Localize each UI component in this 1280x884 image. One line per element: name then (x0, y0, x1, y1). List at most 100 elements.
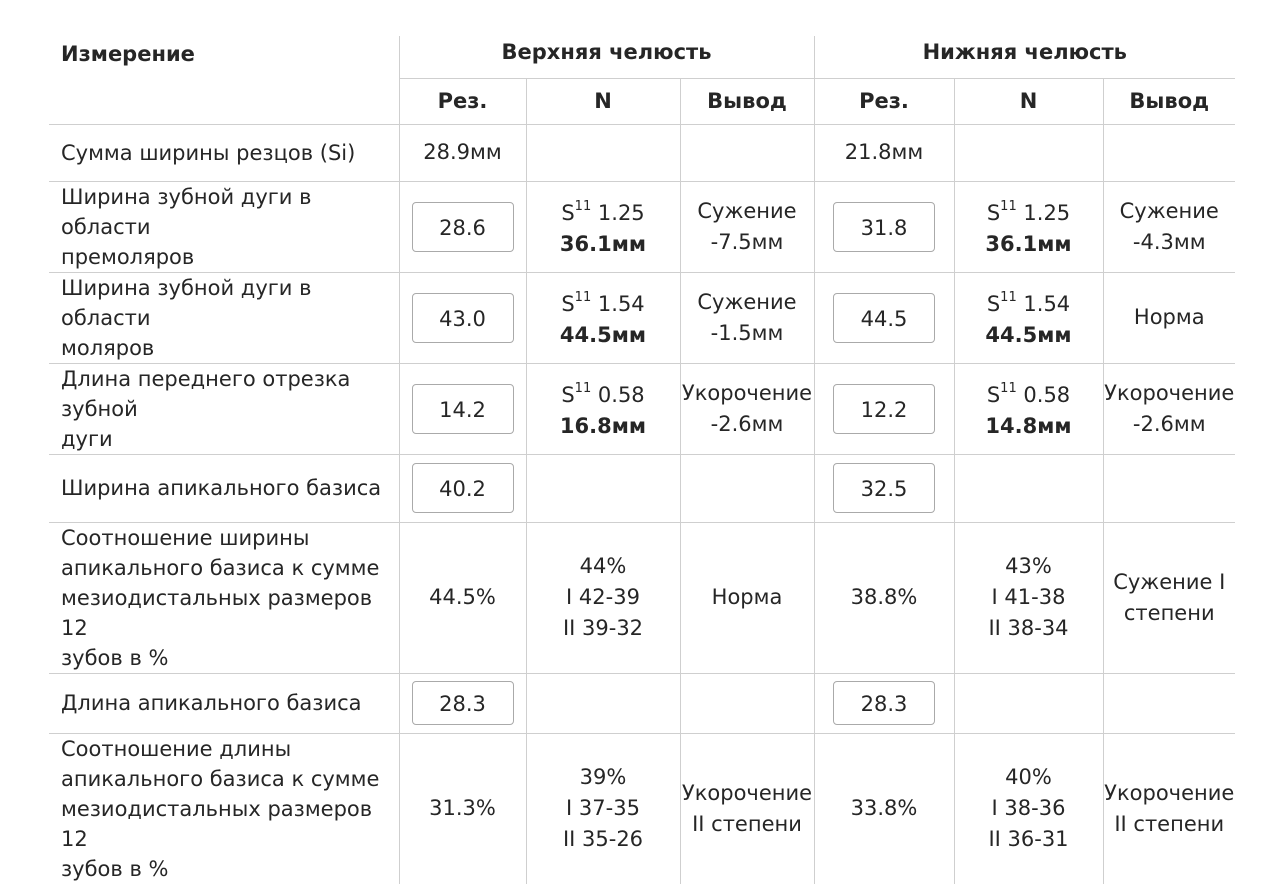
table-row: Соотношение длины апикального базиса к с… (49, 732, 1235, 884)
upper-conclusion: Укорочение II степени (679, 732, 814, 884)
table-row: Длина апикального базиса 28.3 28.3 (49, 672, 1235, 733)
table-row: Длина переднего отрезка зубной дуги 14.2… (49, 362, 1235, 454)
lower-n-value: S11 1.25 36.1мм (953, 180, 1103, 272)
lower-res-cell: 32.5 (813, 453, 954, 522)
lower-n-value: 43% I 41-38 II 38-34 (953, 521, 1103, 673)
upper-res-cell: 43.0 (398, 271, 526, 363)
header-row-columns: Рез. N Вывод Рез. N Вывод (49, 78, 1235, 124)
n-formula: S11 1.25 (561, 199, 645, 225)
lower-n-value (953, 672, 1103, 733)
lower-conclusion: Норма (1102, 271, 1235, 363)
row-label-line: Ширина зубной дуги в области (61, 184, 312, 239)
lower-conclusion (1102, 672, 1235, 733)
upper-res-cell: 28.6 (398, 180, 526, 272)
n-formula: S11 1.54 (986, 290, 1071, 316)
lower-res-value: 21.8мм (813, 123, 954, 181)
lower-conclusion (1102, 453, 1235, 522)
upper-n-value: S11 1.54 44.5мм (525, 271, 680, 363)
n-formula: S11 1.54 (561, 290, 645, 316)
upper-res-cell: 14.2 (398, 362, 526, 454)
upper-n-header: N (525, 78, 680, 124)
upper-conclusion: Норма (679, 521, 814, 673)
n-norm-value: 14.8мм (985, 414, 1072, 438)
n-norm-value: 16.8мм (559, 414, 647, 438)
n-formula: S11 1.25 (986, 199, 1071, 225)
upper-n-value (525, 453, 680, 522)
lower-n-value: 40% I 38-36 II 36-31 (953, 732, 1103, 884)
lower-conclusion: Укорочение II степени (1102, 732, 1235, 884)
lower-res-field[interactable]: 44.5 (833, 292, 935, 343)
row-label: Соотношение длины апикального базиса к с… (49, 732, 399, 884)
upper-conclusion: Укорочение -2.6мм (679, 362, 814, 454)
n-norm-value: 36.1мм (559, 232, 647, 256)
header-row-groups: Измерение Верхняя челюсть Нижняя челюсть (49, 36, 1235, 79)
table-row: Сумма ширины резцов (Si) 28.9мм 21.8мм (49, 123, 1235, 181)
lower-n-value: S11 0.58 14.8мм (953, 362, 1103, 454)
upper-n-value (525, 123, 680, 181)
lower-conclusion-header: Вывод (1102, 78, 1235, 124)
row-label: Ширина зубной дуги в области моляров (49, 271, 399, 363)
upper-res-field[interactable]: 40.2 (411, 463, 514, 513)
n-norm-value: 44.5мм (985, 323, 1072, 347)
row-label: Сумма ширины резцов (Si) (49, 123, 399, 181)
upper-res-cell: 40.2 (398, 453, 526, 522)
upper-n-value: S11 1.25 36.1мм (525, 180, 680, 272)
lower-res-value: 33.8% (813, 732, 954, 884)
lower-res-cell: 12.2 (813, 362, 954, 454)
upper-res-value: 28.9мм (398, 123, 526, 181)
row-label: Соотношение ширины апикального базиса к … (49, 521, 399, 673)
upper-res-header: Рез. (398, 78, 526, 124)
lower-n-value: S11 1.54 44.5мм (953, 271, 1103, 363)
upper-conclusion-header: Вывод (679, 78, 814, 124)
measurement-table-container: Измерение Верхняя челюсть Нижняя челюсть… (49, 36, 1235, 884)
lower-n-value (953, 453, 1103, 522)
upper-n-value (525, 672, 680, 733)
upper-n-value: 39% I 37-35 II 35-26 (525, 732, 680, 884)
lower-conclusion (1102, 123, 1235, 181)
lower-res-cell: 31.8 (813, 180, 954, 272)
lower-n-header: N (953, 78, 1103, 124)
row-label: Длина переднего отрезка зубной дуги (49, 362, 399, 454)
upper-res-cell: 28.3 (398, 672, 526, 733)
lower-res-field[interactable]: 32.5 (833, 463, 935, 513)
upper-conclusion (679, 672, 814, 733)
n-norm-value: 36.1мм (985, 232, 1072, 256)
row-label: Ширина апикального базиса (49, 453, 399, 522)
n-formula: S11 0.58 (986, 381, 1071, 407)
upper-res-field[interactable]: 28.6 (411, 201, 514, 252)
lower-res-value: 38.8% (813, 521, 954, 673)
lower-res-field[interactable]: 31.8 (833, 201, 935, 252)
lower-conclusion: Укорочение -2.6мм (1102, 362, 1235, 454)
lower-conclusion: Сужение I степени (1102, 521, 1235, 673)
upper-n-value: 44% I 42-39 II 39-32 (525, 521, 680, 673)
upper-conclusion (679, 123, 814, 181)
lower-conclusion: Сужение -4.3мм (1102, 180, 1235, 272)
upper-res-field[interactable]: 28.3 (411, 681, 514, 725)
row-label-line: премоляров (61, 244, 195, 269)
lower-res-header: Рез. (813, 78, 954, 124)
row-label: Ширина зубной дуги в области премоляров (49, 180, 399, 272)
table-row: Соотношение ширины апикального базиса к … (49, 521, 1235, 673)
table-row: Ширина зубной дуги в области моляров 43.… (49, 271, 1235, 363)
n-norm-value: 44.5мм (559, 323, 647, 347)
upper-res-value: 44.5% (398, 521, 526, 673)
lower-res-cell: 28.3 (813, 672, 954, 733)
upper-n-value: S11 0.58 16.8мм (525, 362, 680, 454)
lower-res-field[interactable]: 28.3 (833, 681, 935, 725)
measurement-table: Измерение Верхняя челюсть Нижняя челюсть… (49, 36, 1235, 884)
measure-header: Измерение (61, 42, 195, 66)
lower-res-field[interactable]: 12.2 (833, 383, 935, 434)
table-row: Ширина апикального базиса 40.2 32.5 (49, 453, 1235, 522)
upper-res-value: 31.3% (398, 732, 526, 884)
upper-res-field[interactable]: 43.0 (411, 292, 514, 343)
lower-jaw-header: Нижняя челюсть (813, 36, 1235, 79)
upper-conclusion: Сужение -1.5мм (679, 271, 814, 363)
upper-conclusion (679, 453, 814, 522)
table-row: Ширина зубной дуги в области премоляров … (49, 180, 1235, 272)
lower-n-value (953, 123, 1103, 181)
n-formula: S11 0.58 (561, 381, 645, 407)
row-label: Длина апикального базиса (49, 672, 399, 733)
upper-conclusion: Сужение -7.5мм (679, 180, 814, 272)
lower-res-cell: 44.5 (813, 271, 954, 363)
upper-res-field[interactable]: 14.2 (411, 383, 514, 434)
